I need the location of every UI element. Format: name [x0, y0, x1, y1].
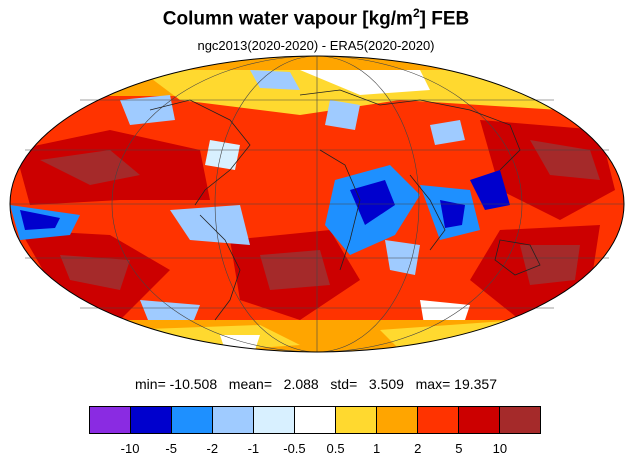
colorbar-swatch: [254, 407, 295, 433]
stat-max-label: max=: [415, 376, 451, 392]
colorbar-tick-label: -0.5: [283, 441, 306, 456]
coastlines: [149, 89, 541, 321]
colorbar-tick-label: 0.5: [326, 441, 345, 456]
colorbar-swatch: [90, 407, 131, 433]
colorbar-tick-label: -5: [165, 441, 177, 456]
stat-max-value: 19.357: [454, 376, 497, 392]
colorbar-swatch: [213, 407, 254, 433]
colorbar-tick-labels: -10 -5 -2 -1 -0.5 0.5 1 2 5 10: [89, 441, 541, 457]
map-border: [9, 55, 625, 353]
colorbar-tick-label: -10: [120, 441, 140, 456]
map-title: Column water vapour [kg/m2] FEB: [0, 6, 632, 30]
stat-min-label: min=: [135, 376, 166, 392]
colorbar-swatch: [131, 407, 172, 433]
colorbar-tick-label: 2: [414, 441, 422, 456]
colorbar: [89, 406, 541, 434]
title-superscript: 2: [412, 6, 420, 20]
map-subtitle: ngc2013(2020-2020) - ERA5(2020-2020): [197, 38, 435, 53]
map-field: [10, 56, 624, 352]
colorbar-tick-label: 5: [455, 441, 463, 456]
stat-mean-value: 2.088: [283, 376, 319, 392]
colorbar-swatch: [377, 407, 418, 433]
colorbar-tick-label: -2: [206, 441, 219, 456]
stats-line: min= -10.508 mean= 2.088 std= 3.509 max=…: [0, 376, 632, 392]
colorbar-swatch: [459, 407, 500, 433]
colorbar-swatch: [418, 407, 459, 433]
stat-std-label: std=: [330, 376, 358, 392]
stat-std-value: 3.509: [368, 376, 404, 392]
colorbar-swatch: [172, 407, 213, 433]
colorbar-tick-label: 1: [373, 441, 381, 456]
colorbar-swatch: [295, 407, 336, 433]
title-suffix: ] FEB: [419, 8, 470, 30]
stat-min-value: -10.508: [169, 376, 218, 392]
title-main: Column water vapour [kg/m: [162, 8, 413, 30]
colorbar-swatch: [336, 407, 377, 433]
colorbar-swatch: [500, 407, 540, 433]
stat-mean-label: mean=: [228, 376, 272, 392]
colorbar-tick-label: -1: [247, 441, 260, 456]
colorbar-tick-label: 10: [492, 441, 508, 456]
